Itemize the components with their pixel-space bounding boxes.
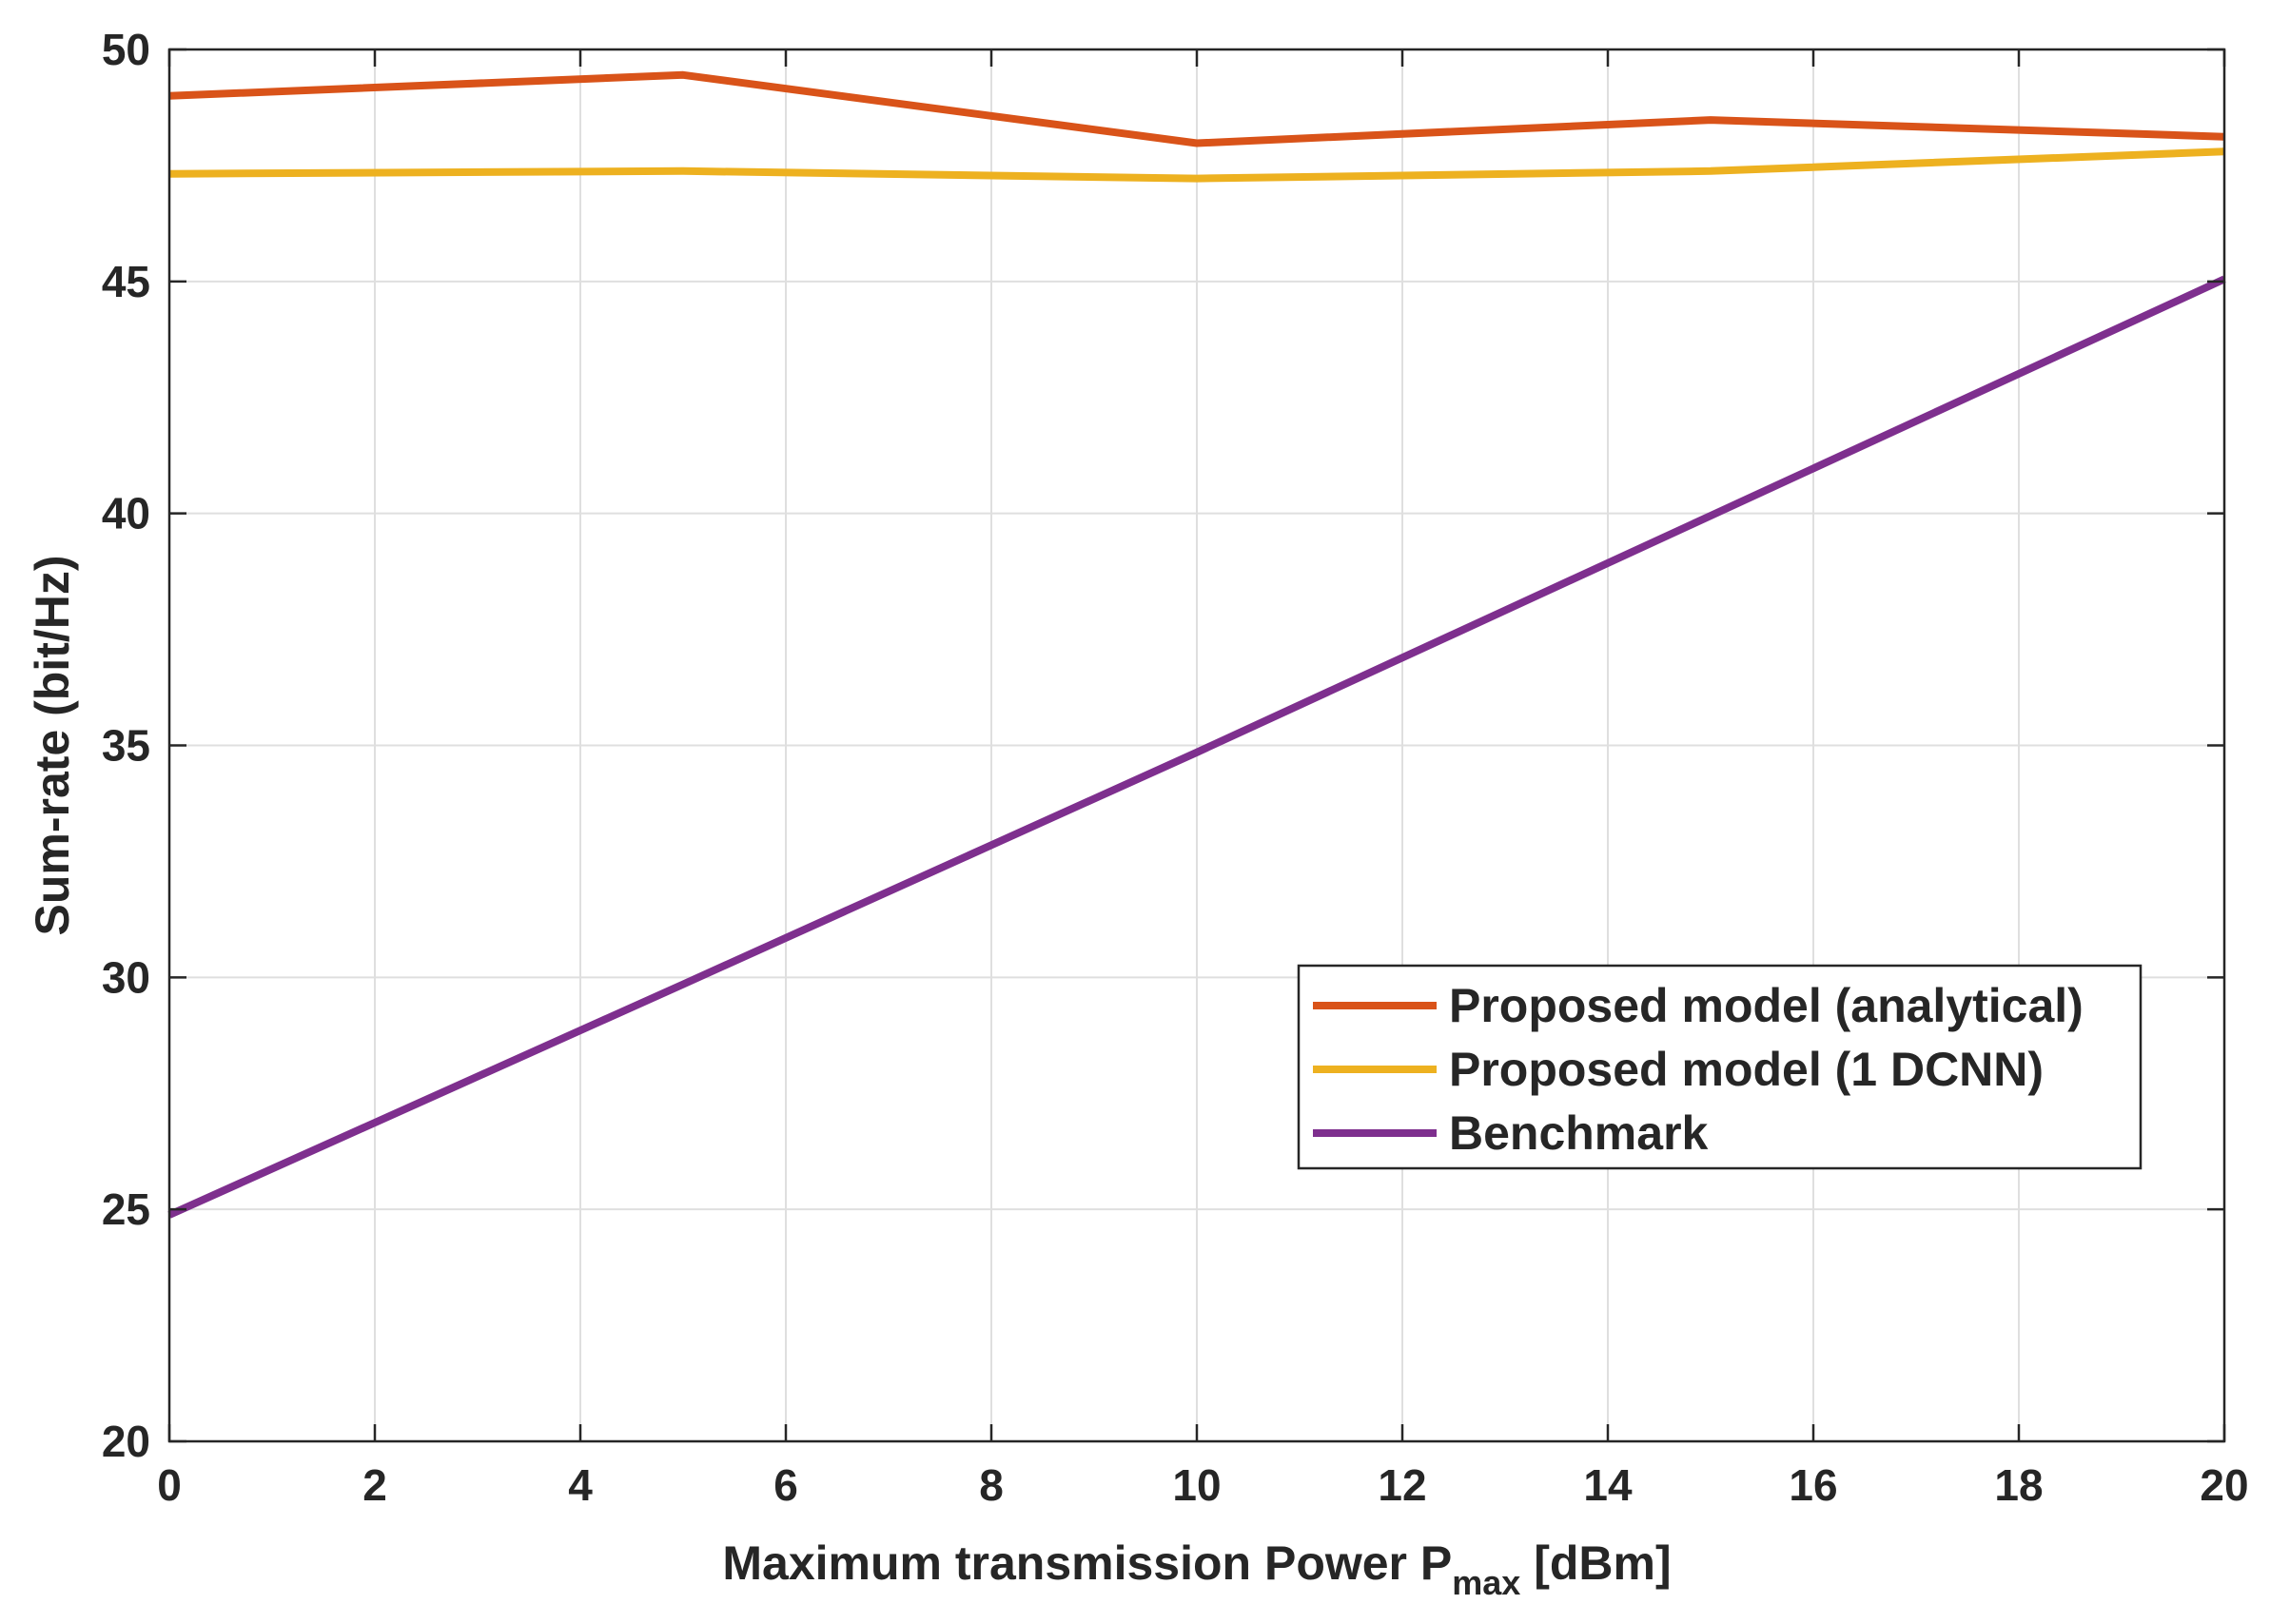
series-line-2: [168, 147, 2225, 183]
legend-label-1: Proposed model (analytical): [1449, 979, 2084, 1032]
y-tick-label: 35: [102, 721, 150, 771]
legend-label-2: Proposed model (1 DCNN): [1449, 1043, 2044, 1096]
series-line-1: [168, 70, 2225, 147]
series-line-3: [167, 275, 2226, 1219]
y-tick-label: 40: [102, 489, 150, 538]
y-axis-label: Sum-rate (bit/Hz): [26, 556, 79, 936]
x-tick-label: 6: [773, 1460, 798, 1510]
x-tick-label: 14: [1583, 1460, 1633, 1510]
y-tick-label: 30: [102, 952, 150, 1002]
legend-label-3: Benchmark: [1449, 1106, 1709, 1160]
y-tick-label: 50: [102, 25, 150, 74]
x-tick-label: 18: [1994, 1460, 2043, 1510]
y-tick-label: 25: [102, 1184, 150, 1234]
x-tick-label: 16: [1789, 1460, 1837, 1510]
legend-entries: Proposed model (analytical) Proposed mode…: [1313, 979, 2084, 1160]
x-tick-label: 0: [157, 1460, 182, 1510]
x-tick-label: 8: [979, 1460, 1004, 1510]
x-tick-label: 10: [1172, 1460, 1221, 1510]
legend-box: [1297, 964, 2143, 1170]
y-tick-labels: 20 25 30 35 40 45 50: [102, 25, 150, 1466]
x-tick-label: 4: [568, 1460, 593, 1510]
legend: Proposed model (analytical) Proposed mode…: [1297, 964, 2143, 1170]
x-tick-labels: 0 2 4 6 8 10 12 14 16 18 20: [157, 1460, 2248, 1510]
x-tick-label: 2: [362, 1460, 387, 1510]
y-tick-label: 45: [102, 257, 150, 306]
x-tick-label: 20: [2200, 1460, 2248, 1510]
x-axis-label: Maximum transmission Power Pmax [dBm]: [722, 1536, 1671, 1602]
series-layer: [167, 70, 2226, 1219]
y-tick-label: 20: [102, 1417, 150, 1466]
x-tick-label: 12: [1378, 1460, 1426, 1510]
axis-ticks: [167, 48, 2226, 1443]
